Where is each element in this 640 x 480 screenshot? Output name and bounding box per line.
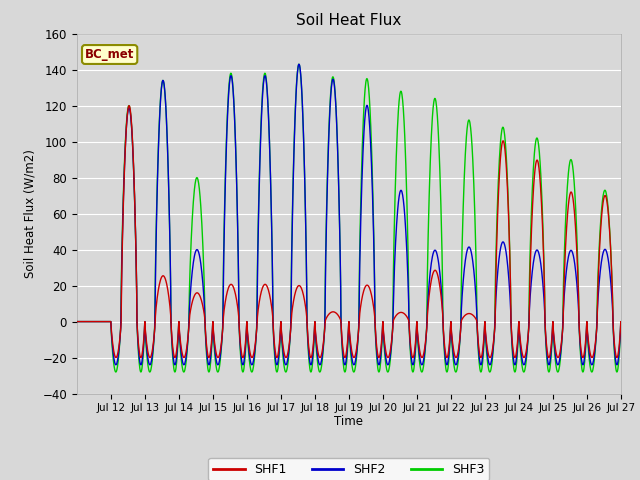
Y-axis label: Soil Heat Flux (W/m2): Soil Heat Flux (W/m2) bbox=[24, 149, 36, 278]
SHF1 bbox=[73, 319, 81, 324]
SHF3 bbox=[618, 327, 625, 333]
Line: SHF1: SHF1 bbox=[77, 106, 621, 358]
SHF3 bbox=[613, 369, 621, 375]
SHF3 bbox=[477, 369, 485, 374]
SHF2 bbox=[154, 174, 161, 180]
SHF3 bbox=[533, 135, 541, 141]
X-axis label: Time: Time bbox=[334, 415, 364, 428]
Line: SHF2: SHF2 bbox=[77, 64, 621, 365]
SHF2 bbox=[618, 326, 625, 332]
SHF3 bbox=[295, 61, 303, 67]
SHF2 bbox=[275, 356, 282, 362]
SHF2 bbox=[295, 61, 303, 67]
SHF1 bbox=[515, 325, 523, 331]
SHF2 bbox=[533, 247, 541, 253]
SHF2 bbox=[515, 326, 523, 332]
SHF1 bbox=[208, 336, 216, 342]
SHF1 bbox=[125, 103, 133, 108]
Legend: SHF1, SHF2, SHF3: SHF1, SHF2, SHF3 bbox=[209, 458, 489, 480]
SHF1 bbox=[618, 325, 625, 331]
SHF3 bbox=[73, 319, 81, 324]
SHF2 bbox=[73, 319, 81, 324]
SHF1 bbox=[613, 355, 621, 360]
SHF3 bbox=[154, 169, 161, 175]
SHF2 bbox=[207, 345, 215, 351]
SHF2 bbox=[477, 361, 485, 367]
SHF3 bbox=[515, 327, 523, 333]
SHF2 bbox=[613, 362, 621, 368]
SHF1 bbox=[533, 157, 541, 163]
SHF1 bbox=[477, 354, 485, 360]
Text: BC_met: BC_met bbox=[85, 48, 134, 61]
SHF3 bbox=[275, 362, 282, 368]
SHF3 bbox=[207, 349, 215, 355]
SHF1 bbox=[275, 348, 282, 353]
Title: Soil Heat Flux: Soil Heat Flux bbox=[296, 13, 401, 28]
Line: SHF3: SHF3 bbox=[77, 64, 621, 372]
SHF1 bbox=[154, 290, 162, 296]
